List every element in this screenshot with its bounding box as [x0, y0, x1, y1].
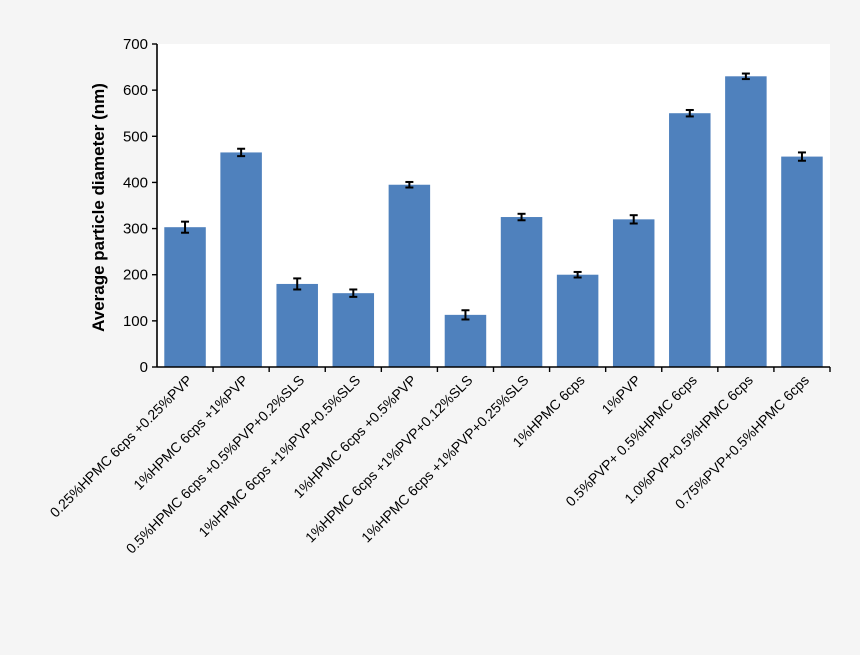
y-axis-label: Average particle diameter (nm): [89, 83, 108, 332]
bar: [388, 184, 431, 367]
bars-group: [164, 76, 823, 368]
x-tick-label: 1%HPMC 6cps +1%PVP: [130, 372, 251, 493]
y-tick-label: 600: [123, 82, 148, 99]
bar: [612, 219, 655, 367]
y-tick-label: 700: [123, 36, 148, 53]
bar: [725, 76, 767, 368]
bar: [669, 113, 711, 367]
bar: [220, 152, 262, 367]
bar: [556, 274, 599, 367]
y-tick-label: 100: [123, 313, 148, 330]
y-tick-label: 400: [123, 174, 148, 191]
y-tick-label: 500: [123, 128, 148, 145]
plot-area: [157, 44, 830, 367]
y-tick-label: 200: [123, 267, 148, 284]
bar: [444, 314, 487, 367]
bar: [781, 156, 823, 367]
bar: [332, 293, 375, 367]
bar: [276, 283, 318, 367]
error-bars-group: [181, 72, 806, 321]
y-tick-label: 0: [140, 359, 148, 376]
y-ticks-group: 0 100 200 300 400 500 600 700: [123, 36, 157, 376]
bar: [500, 217, 543, 367]
y-tick-label: 300: [123, 221, 148, 238]
bar: [164, 227, 206, 367]
x-tick-label: 1%PVP: [598, 372, 643, 417]
